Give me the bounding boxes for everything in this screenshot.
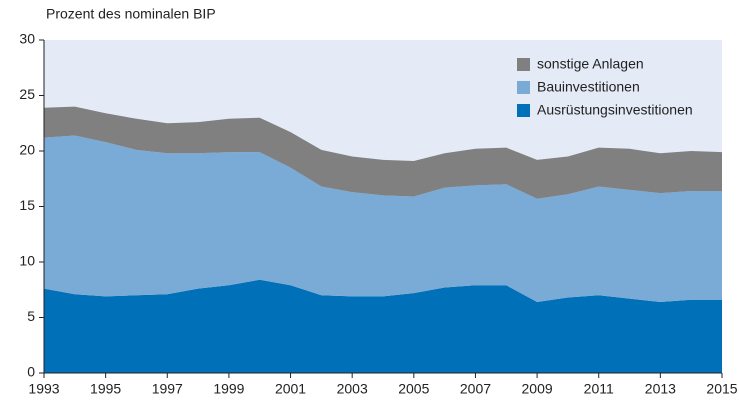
legend-label: Ausrüstungsinvestitionen	[537, 102, 693, 118]
area	[44, 279, 722, 373]
x-tick-label: 1997	[152, 381, 183, 397]
y-tick-label: 25	[19, 86, 35, 102]
legend-swatch	[517, 58, 530, 71]
area	[44, 106, 722, 199]
legend-swatch	[517, 81, 530, 94]
y-tick-label: 30	[19, 31, 35, 47]
x-tick-label: 2007	[460, 381, 491, 397]
x-tick-label: 2013	[645, 381, 676, 397]
y-tick-label: 5	[27, 308, 35, 324]
x-tick-label: 1995	[90, 381, 121, 397]
y-tick-label: 20	[19, 142, 35, 158]
x-tick-label: 1993	[28, 381, 59, 397]
y-axis-label: Prozent des nominalen BIP	[46, 6, 216, 22]
legend-label: sonstige Anlagen	[537, 56, 644, 72]
x-tick-label: 2015	[706, 381, 737, 397]
y-tick-label: 0	[27, 364, 35, 380]
area	[44, 135, 722, 302]
y-tick-label: 15	[19, 197, 35, 213]
x-tick-label: 2005	[398, 381, 429, 397]
legend-swatch	[517, 104, 530, 117]
x-tick-label: 1999	[213, 381, 244, 397]
x-tick-label: 2001	[275, 381, 306, 397]
x-tick-label: 2009	[522, 381, 553, 397]
legend-label: Bauinvestitionen	[537, 79, 640, 95]
y-tick-label: 10	[19, 253, 35, 269]
x-tick-label: 2003	[337, 381, 368, 397]
x-tick-label: 2011	[584, 381, 614, 397]
